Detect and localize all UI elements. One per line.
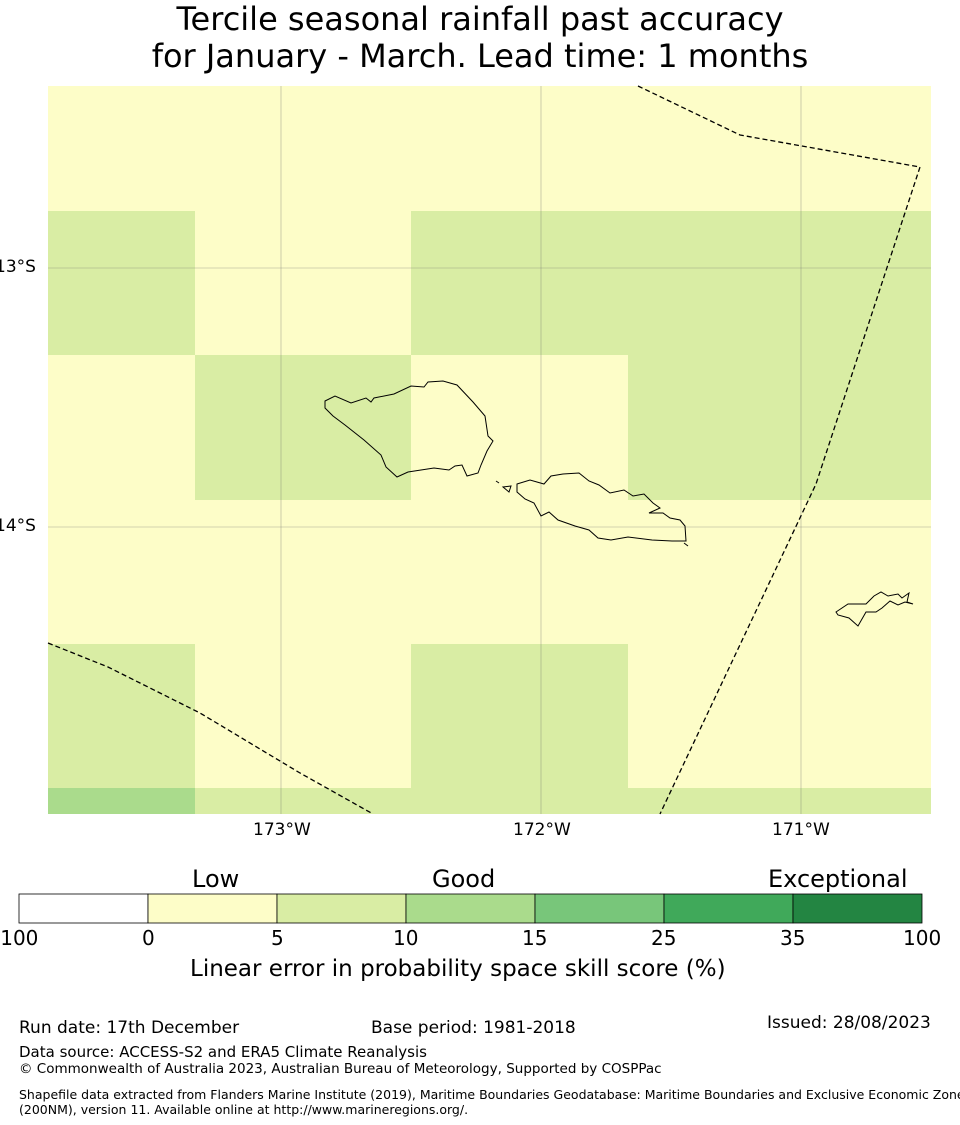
skill-cell xyxy=(411,355,628,500)
skill-cell xyxy=(48,788,195,814)
skill-cell xyxy=(195,644,411,788)
colorbar-category-good: Good xyxy=(432,865,496,893)
skill-grid xyxy=(48,86,931,814)
base-period: Base period: 1981-2018 xyxy=(371,1018,576,1038)
colorbar-segment xyxy=(534,893,665,924)
upolu-east-tip xyxy=(683,542,689,547)
colorbar-tick: 25 xyxy=(651,926,677,950)
eez-boundary-southwest xyxy=(47,642,374,815)
skill-cell xyxy=(195,500,411,644)
apolima-islet xyxy=(495,480,500,484)
lon-label-172w: 172°W xyxy=(513,820,571,840)
savaii-island xyxy=(324,380,494,478)
colorbar-segment xyxy=(276,893,407,924)
skill-cell xyxy=(411,788,628,814)
manono-islet xyxy=(501,485,512,493)
run-date: Run date: 17th December xyxy=(19,1018,240,1038)
colorbar-tick: 35 xyxy=(780,926,806,950)
colorbar-category-low: Low xyxy=(192,865,240,893)
lon-label-171w: 171°W xyxy=(772,820,830,840)
shapefile-credit-line-2: (200NM), version 11. Available online at… xyxy=(19,1102,469,1117)
colorbar-segment xyxy=(792,893,923,924)
eez-boundary-north xyxy=(637,85,921,815)
skill-cell xyxy=(195,211,411,355)
colorbar-tick: 100 xyxy=(903,926,942,950)
skill-cell xyxy=(628,644,931,788)
skill-cell xyxy=(195,788,411,814)
coastlines xyxy=(324,380,914,627)
skill-cell xyxy=(411,644,628,788)
skill-cell xyxy=(48,355,195,500)
colorbar-segment xyxy=(18,893,149,924)
skill-cell xyxy=(628,86,931,211)
colorbar-tick: 10 xyxy=(393,926,419,950)
skill-cell xyxy=(411,86,628,211)
colorbar-segment xyxy=(405,893,536,924)
skill-cell xyxy=(48,86,195,211)
skill-cell xyxy=(628,355,931,500)
tutuila-island xyxy=(835,591,914,627)
data-source: Data source: ACCESS-S2 and ERA5 Climate … xyxy=(19,1043,427,1061)
lon-label-173w: 173°W xyxy=(253,820,311,840)
skill-cell xyxy=(628,211,931,355)
colorbar-label: Linear error in probability space skill … xyxy=(190,956,726,982)
upolu-island xyxy=(516,472,687,542)
graticule xyxy=(48,86,931,814)
issued-date: Issued: 28/08/2023 xyxy=(767,1013,931,1033)
map-title-line-2: for January - March. Lead time: 1 months xyxy=(151,37,809,75)
skill-cell xyxy=(195,355,411,500)
colorbar-tick: 5 xyxy=(271,926,284,950)
skill-cell xyxy=(48,211,195,355)
lat-label-13s: 13°S xyxy=(0,257,36,277)
colorbar-segment xyxy=(663,893,794,924)
copyright: © Commonwealth of Australia 2023, Austra… xyxy=(19,1061,662,1077)
colorbar-tick: -100 xyxy=(0,926,39,950)
lat-label-14s: 14°S xyxy=(0,516,36,536)
colorbar xyxy=(18,893,923,924)
skill-cell xyxy=(411,500,628,644)
skill-cell xyxy=(48,644,195,788)
skill-cell xyxy=(628,500,931,644)
skill-cell xyxy=(628,788,931,814)
colorbar-category-exceptional: Exceptional xyxy=(768,865,908,893)
colorbar-segment xyxy=(147,893,278,924)
map-title-line-1: Tercile seasonal rainfall past accuracy xyxy=(176,0,784,38)
skill-cell xyxy=(48,500,195,644)
skill-cell xyxy=(411,211,628,355)
colorbar-tick: 0 xyxy=(142,926,155,950)
colorbar-tick: 15 xyxy=(522,926,548,950)
skill-cell xyxy=(195,86,411,211)
shapefile-credit-line-1: Shapefile data extracted from Flanders M… xyxy=(19,1087,960,1102)
eez-boundaries xyxy=(47,85,921,815)
